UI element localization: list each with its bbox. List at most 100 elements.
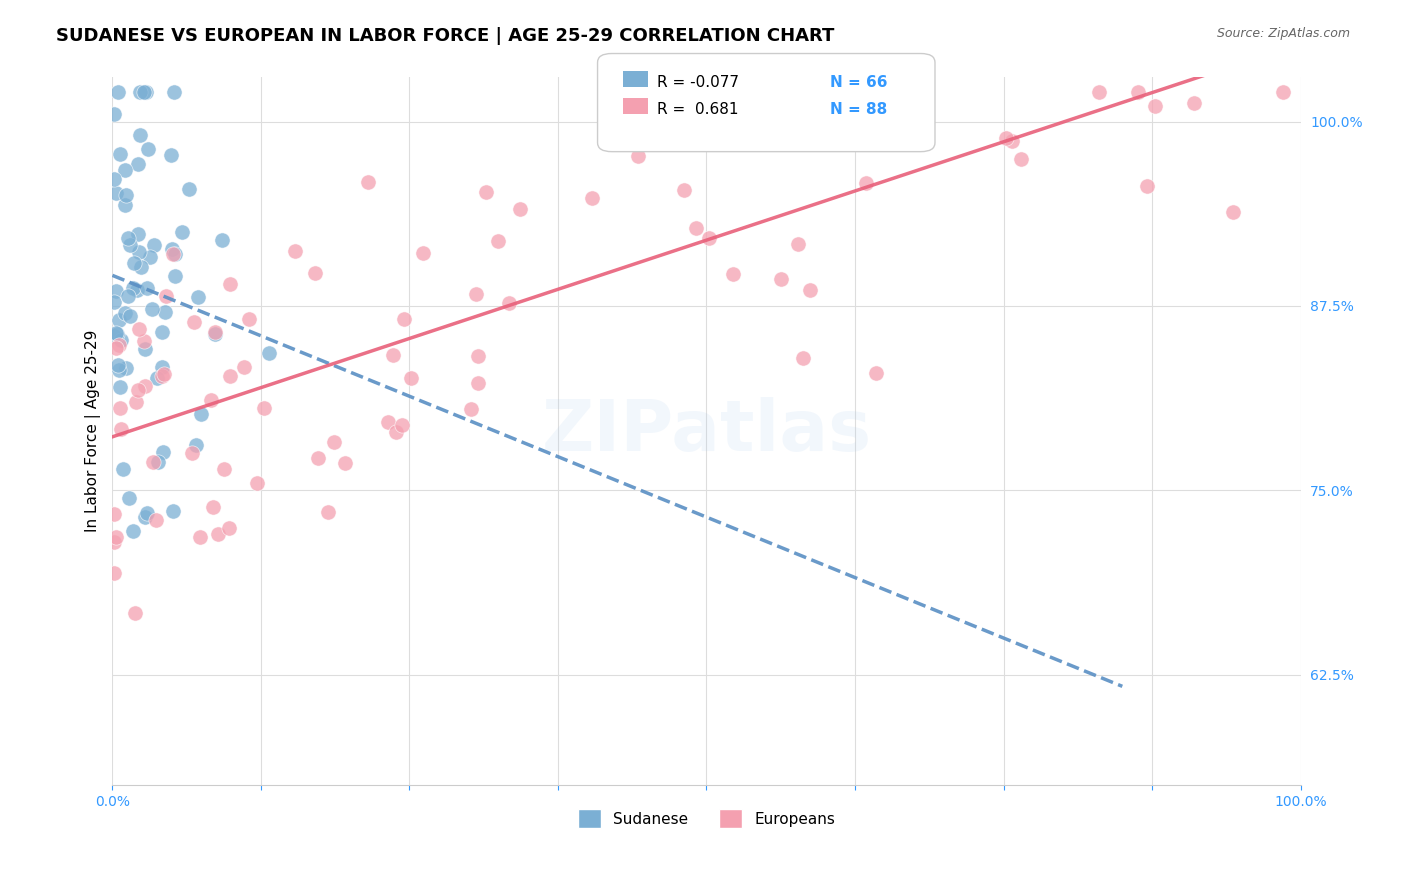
Point <box>1010 152 1032 166</box>
Point <box>721 267 744 281</box>
Point <box>103 106 125 120</box>
Point <box>165 268 187 283</box>
Point <box>307 451 329 466</box>
Point <box>114 163 136 178</box>
Point <box>127 157 149 171</box>
Point <box>762 122 785 136</box>
Point <box>155 288 177 302</box>
Point <box>104 186 127 200</box>
Point <box>246 476 269 491</box>
Legend: Sudanese, Europeans: Sudanese, Europeans <box>572 803 841 834</box>
Point <box>125 283 148 297</box>
Text: ZIPatlas: ZIPatlas <box>541 397 872 466</box>
Point <box>391 418 413 433</box>
Point <box>187 290 209 304</box>
Point <box>770 93 793 107</box>
Point <box>392 311 415 326</box>
Point <box>1135 178 1157 193</box>
Point <box>799 283 821 297</box>
Point <box>114 198 136 212</box>
Point <box>135 281 157 295</box>
Point <box>284 244 307 258</box>
Point <box>134 379 156 393</box>
Point <box>1222 205 1244 219</box>
Point <box>685 221 707 235</box>
Point <box>648 87 671 102</box>
Point <box>152 325 174 339</box>
Point <box>146 370 169 384</box>
Point <box>136 506 159 520</box>
Point <box>124 607 146 621</box>
Point <box>385 425 408 440</box>
Point <box>238 312 260 326</box>
Point <box>103 534 125 549</box>
Point <box>115 360 138 375</box>
Point <box>412 246 434 260</box>
Point <box>204 325 226 339</box>
Point <box>316 505 339 519</box>
Point <box>129 85 152 99</box>
Point <box>110 334 132 348</box>
Point <box>304 266 326 280</box>
Point <box>118 491 141 505</box>
Point <box>127 227 149 242</box>
Point <box>627 148 650 162</box>
Point <box>673 183 696 197</box>
Point <box>142 455 165 469</box>
Point <box>104 326 127 340</box>
Point <box>200 393 222 408</box>
Point <box>128 322 150 336</box>
Point <box>135 85 157 99</box>
Point <box>108 313 131 327</box>
Point <box>890 86 912 100</box>
Point <box>125 394 148 409</box>
Point <box>103 507 125 521</box>
Point <box>335 456 357 470</box>
Point <box>162 247 184 261</box>
Y-axis label: In Labor Force | Age 25-29: In Labor Force | Age 25-29 <box>86 330 101 533</box>
Point <box>232 360 254 375</box>
Point <box>1001 134 1024 148</box>
Point <box>808 131 831 145</box>
Point <box>105 341 128 355</box>
Point <box>122 256 145 270</box>
Point <box>146 455 169 469</box>
Point <box>159 148 181 162</box>
Point <box>152 367 174 381</box>
Point <box>179 181 201 195</box>
Point <box>467 376 489 390</box>
Point <box>128 244 150 259</box>
Point <box>108 401 131 415</box>
Text: N = 66: N = 66 <box>830 75 887 90</box>
Point <box>134 334 156 349</box>
Point <box>697 231 720 245</box>
Point <box>105 326 128 341</box>
Point <box>207 527 229 541</box>
Point <box>786 86 808 100</box>
Point <box>115 188 138 202</box>
Point <box>474 185 496 199</box>
Point <box>257 346 280 360</box>
Point <box>357 175 380 189</box>
Point <box>792 351 814 365</box>
Point <box>127 383 149 397</box>
Text: R =  0.681: R = 0.681 <box>657 102 738 117</box>
Point <box>128 128 150 142</box>
Point <box>253 401 276 415</box>
Point <box>104 285 127 299</box>
Point <box>467 349 489 363</box>
Point <box>163 85 186 99</box>
Point <box>1088 85 1111 99</box>
Point <box>188 531 211 545</box>
Point <box>377 415 399 429</box>
Point <box>322 435 344 450</box>
Point <box>498 296 520 310</box>
Point <box>103 566 125 581</box>
Point <box>382 348 405 362</box>
Point <box>150 368 173 383</box>
Point <box>103 295 125 310</box>
Point <box>134 509 156 524</box>
Point <box>118 309 141 323</box>
Point <box>509 202 531 217</box>
Point <box>486 234 509 248</box>
